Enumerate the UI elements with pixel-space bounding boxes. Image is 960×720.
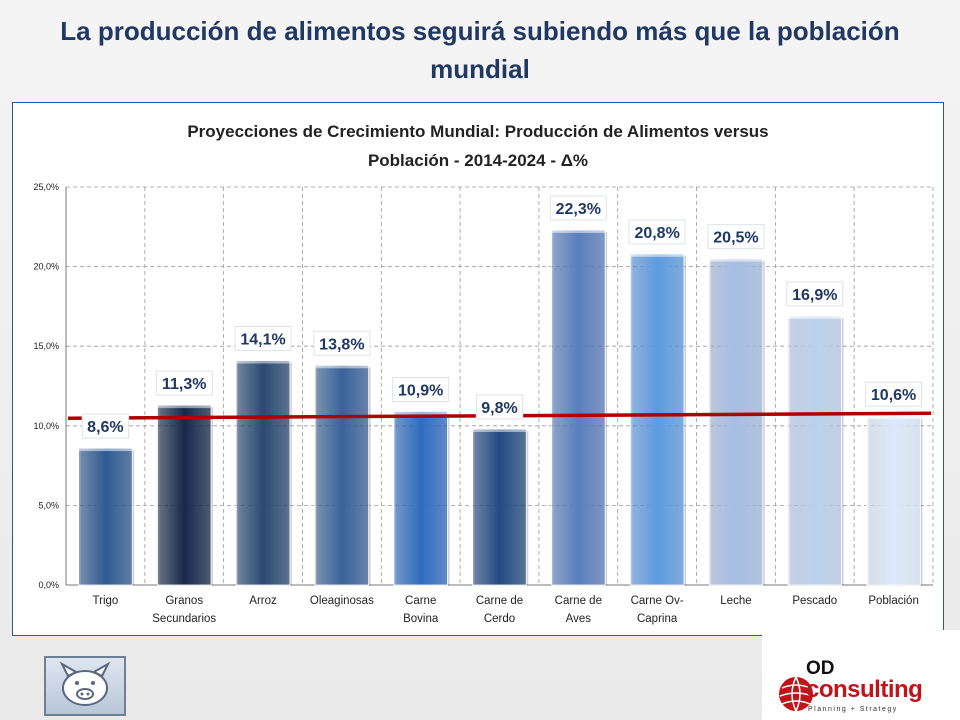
data-label: 13,8% <box>319 336 364 353</box>
x-tick-label: Carne de <box>476 595 523 607</box>
data-label: 14,1% <box>240 332 285 349</box>
bar-cap <box>393 411 448 415</box>
data-label-box <box>234 326 292 352</box>
chart-title-line: Población - 2014-2024 - Δ% <box>368 151 588 170</box>
x-tick-label: Granos <box>165 595 203 607</box>
data-label-box <box>865 381 923 407</box>
x-tick-label: Caprina <box>637 613 678 625</box>
data-label: 20,8% <box>634 225 679 242</box>
chart-title-line: Proyecciones de Crecimiento Mundial: Pro… <box>187 122 768 141</box>
pig-icon <box>59 661 111 706</box>
pig-logo <box>44 656 126 716</box>
x-tick-label: Secundarios <box>152 613 216 625</box>
bar <box>235 360 291 586</box>
bar <box>708 258 764 586</box>
data-label-box <box>475 394 524 420</box>
data-label: 20,5% <box>713 230 758 247</box>
x-tick-label: Trigo <box>93 595 119 607</box>
y-tick-label: 5,0% <box>38 500 59 510</box>
data-label-box <box>155 370 213 396</box>
data-label-box <box>392 376 450 402</box>
logo-tagline: Planning + Strategy <box>808 706 898 713</box>
bar <box>787 315 842 586</box>
x-tick-label: Cerdo <box>484 613 515 625</box>
bar <box>393 411 448 586</box>
slide-title-text: La producción de alimentos seguirá subie… <box>60 16 900 84</box>
bar-cap <box>630 253 684 257</box>
bar <box>551 229 606 586</box>
logo-od-lettering: OD <box>806 658 835 679</box>
bar-cap <box>157 405 212 409</box>
bar-cap <box>78 448 133 452</box>
x-tick-label: Carne <box>405 595 436 607</box>
y-tick-label: 0,0% <box>38 580 59 590</box>
data-label-box <box>628 219 686 245</box>
bar-cap <box>472 428 527 432</box>
y-tick-label: 25,0% <box>33 182 59 192</box>
slide-title: La producción de alimentos seguirá subie… <box>60 12 900 88</box>
y-tick-label: 10,0% <box>33 421 59 431</box>
data-label: 16,9% <box>792 287 837 304</box>
data-label-box <box>707 224 765 250</box>
data-label: 10,6% <box>871 387 916 404</box>
bar-cap <box>709 258 763 262</box>
bar-cap <box>315 365 369 369</box>
data-label: 8,6% <box>87 419 123 436</box>
x-tick-label: Carne Ov- <box>631 595 684 607</box>
x-tick-label: Bovina <box>403 613 439 625</box>
data-label: 10,9% <box>398 382 443 399</box>
bar <box>866 415 921 586</box>
x-tick-label: Población <box>868 595 919 607</box>
chart-frame: Proyecciones de Crecimiento Mundial: Pro… <box>12 102 944 636</box>
data-label: 9,8% <box>481 400 517 417</box>
bar <box>314 364 370 586</box>
data-label-box <box>81 413 130 439</box>
x-tick-label: Carne de <box>555 595 602 607</box>
bar <box>629 253 685 586</box>
x-tick-label: Aves <box>566 613 592 625</box>
x-tick-label: Leche <box>720 595 751 607</box>
data-label: 11,3% <box>162 376 206 393</box>
globe-icon <box>779 676 813 712</box>
x-tick-label: Oleaginosas <box>310 595 374 607</box>
x-tick-label: Arroz <box>249 595 277 607</box>
data-label-box <box>786 281 844 307</box>
y-tick-label: 15,0% <box>33 341 59 351</box>
od-consulting-logo: OD consulting Planning + Strategy <box>762 630 960 720</box>
logo-consulting-lettering: consulting <box>806 676 923 703</box>
data-label-box <box>549 195 607 221</box>
bar <box>157 404 212 586</box>
data-label-box <box>313 330 371 356</box>
bar-cap <box>787 315 842 319</box>
x-tick-label: Pescado <box>792 595 837 607</box>
bar-cap <box>236 360 290 364</box>
y-tick-label: 20,0% <box>33 262 59 272</box>
bar-chart: Proyecciones de Crecimiento Mundial: Pro… <box>33 122 934 625</box>
bar <box>78 447 133 586</box>
bar <box>472 428 527 586</box>
bar-cap <box>866 416 921 420</box>
bar-cap <box>551 229 606 233</box>
data-label: 22,3% <box>556 201 601 218</box>
